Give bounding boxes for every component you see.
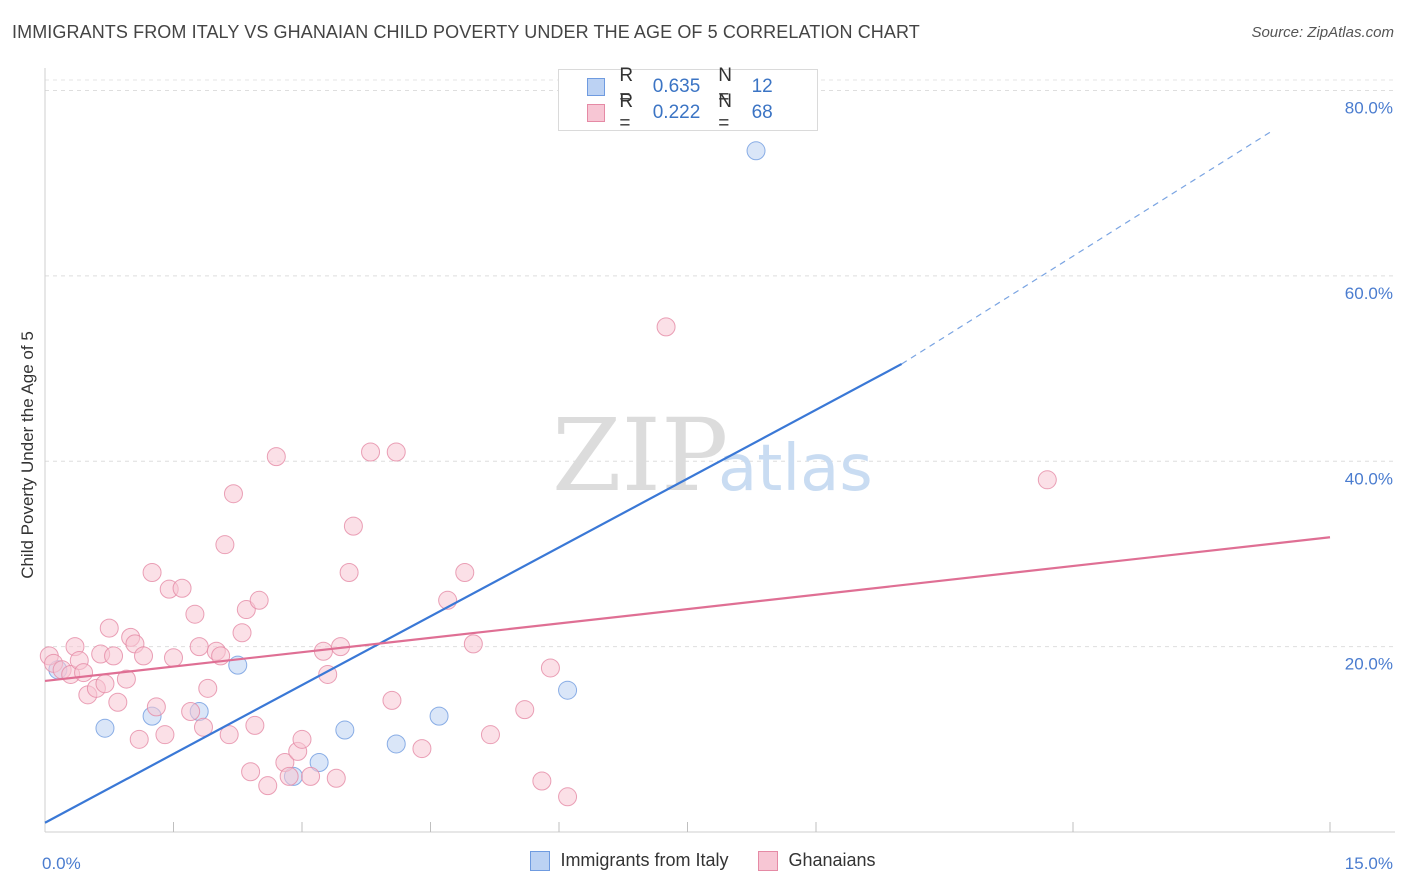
ghanaians-point bbox=[279, 766, 299, 786]
italy-point bbox=[558, 680, 578, 700]
ghanaians-point bbox=[223, 484, 243, 504]
y-tick-label: 80.0% bbox=[1345, 99, 1393, 118]
ghanaians-point bbox=[74, 663, 94, 683]
legend-row-ghanaians: R = 0.222 N = 68 bbox=[587, 91, 817, 134]
ghanaians-point bbox=[193, 717, 213, 737]
ghanaians-point bbox=[219, 725, 239, 745]
ghanaians-point bbox=[95, 674, 115, 694]
ghanaians-point bbox=[189, 637, 209, 657]
ghanaians-point bbox=[146, 697, 166, 717]
legend-item-ghanaians[interactable]: Ghanaians bbox=[758, 850, 876, 871]
legend-r-value-italy: 0.635 bbox=[652, 76, 701, 97]
ghanaians-point bbox=[656, 317, 676, 337]
ghanaians-point bbox=[339, 562, 359, 582]
ghanaians-point bbox=[198, 678, 218, 698]
ghanaians-point bbox=[1037, 470, 1057, 490]
italy-point bbox=[335, 720, 355, 740]
legend-swatch-italy bbox=[587, 78, 606, 96]
ghanaians-point bbox=[301, 766, 321, 786]
italy-point bbox=[429, 706, 449, 726]
legend-swatch-ghanaians bbox=[587, 104, 606, 122]
ghanaians-point bbox=[249, 590, 269, 610]
tick-labels-layer: 20.0% 40.0% 60.0% 80.0% 0.0% 15.0% bbox=[42, 99, 1393, 873]
x-tick-label: 15.0% bbox=[1345, 854, 1393, 873]
correlation-legend: R = 0.635 N = 12 R = 0.222 N = 68 bbox=[558, 65, 818, 134]
ghanaians-point bbox=[361, 442, 381, 462]
ghanaians-point bbox=[215, 535, 235, 555]
watermark-atlas: atlas bbox=[718, 432, 873, 506]
y-tick-label: 40.0% bbox=[1345, 469, 1393, 488]
watermark: ZIP atlas bbox=[552, 397, 873, 514]
ghanaians-trend-line bbox=[44, 536, 1331, 683]
ghanaians-point bbox=[343, 516, 363, 536]
ghanaians-point bbox=[129, 729, 149, 749]
ghanaians-point bbox=[164, 648, 183, 668]
ghanaians-point bbox=[236, 600, 256, 620]
legend-n-label: N = bbox=[718, 91, 732, 134]
ghanaians-point bbox=[155, 725, 175, 745]
ghanaians-point bbox=[515, 700, 535, 720]
ghanaians-point bbox=[172, 578, 192, 598]
ghanaians-point bbox=[245, 715, 265, 735]
ghanaians-point bbox=[116, 669, 136, 689]
legend-item-italy[interactable]: Immigrants from Italy bbox=[530, 850, 728, 871]
legend-r-label: R = bbox=[619, 91, 634, 134]
trend-layer bbox=[44, 131, 1331, 824]
ghanaians-point bbox=[104, 646, 124, 666]
italy-point bbox=[309, 752, 329, 772]
chart-source: Source: ZipAtlas.com bbox=[1251, 24, 1394, 41]
ghanaians-point bbox=[181, 702, 201, 722]
ghanaians-point bbox=[463, 634, 483, 654]
ghanaians-point bbox=[241, 762, 261, 782]
italy-trend-line bbox=[44, 362, 903, 824]
legend-r-value-ghanaians: 0.222 bbox=[652, 102, 701, 123]
italy-point bbox=[95, 718, 115, 738]
axes-layer bbox=[44, 68, 1395, 833]
y-tick-label: 20.0% bbox=[1345, 655, 1393, 674]
legend-row-italy: R = 0.635 N = 12 bbox=[587, 65, 817, 108]
legend-swatch-ghanaians bbox=[758, 850, 779, 871]
legend-label-ghanaians: Ghanaians bbox=[788, 850, 876, 870]
ghanaians-point bbox=[532, 771, 552, 791]
series-legend: Immigrants from Italy Ghanaians bbox=[0, 850, 1406, 871]
ghanaians-point bbox=[258, 776, 278, 796]
ghanaians-point bbox=[142, 562, 162, 582]
ghanaians-point bbox=[540, 658, 560, 678]
ghanaians-point bbox=[108, 692, 128, 712]
legend-r-label: R = bbox=[619, 65, 634, 108]
ghanaians-point bbox=[99, 618, 119, 638]
ghanaians-point bbox=[266, 447, 286, 467]
italy-trend-extension bbox=[901, 131, 1271, 365]
legend-n-label: N = bbox=[718, 65, 732, 108]
italy-point bbox=[746, 141, 766, 161]
legend-n-value-italy: 12 bbox=[751, 76, 773, 97]
ghanaians-point bbox=[386, 442, 406, 462]
legend-swatch-italy bbox=[530, 850, 551, 871]
grid-layer bbox=[45, 79, 1395, 648]
x-tick-label: 0.0% bbox=[42, 854, 81, 873]
chart-title: IMMIGRANTS FROM ITALY VS GHANAIAN CHILD … bbox=[12, 22, 920, 42]
italy-point bbox=[386, 734, 406, 754]
legend-n-value-ghanaians: 68 bbox=[751, 102, 773, 123]
ghanaians-point bbox=[412, 739, 432, 759]
ghanaians-point bbox=[455, 562, 475, 582]
watermark-zip: ZIP bbox=[552, 397, 728, 514]
ghanaians-point bbox=[134, 646, 154, 666]
ghanaians-point bbox=[558, 787, 578, 807]
ghanaians-point bbox=[185, 604, 205, 624]
ghanaians-point bbox=[232, 623, 252, 643]
ghanaians-point bbox=[382, 690, 402, 710]
y-tick-label: 60.0% bbox=[1345, 284, 1393, 303]
legend-label-italy: Immigrants from Italy bbox=[560, 850, 729, 870]
points-layer bbox=[39, 141, 1057, 807]
ghanaians-point bbox=[480, 725, 500, 745]
ghanaians-point bbox=[292, 729, 312, 749]
ghanaians-point bbox=[326, 768, 346, 788]
